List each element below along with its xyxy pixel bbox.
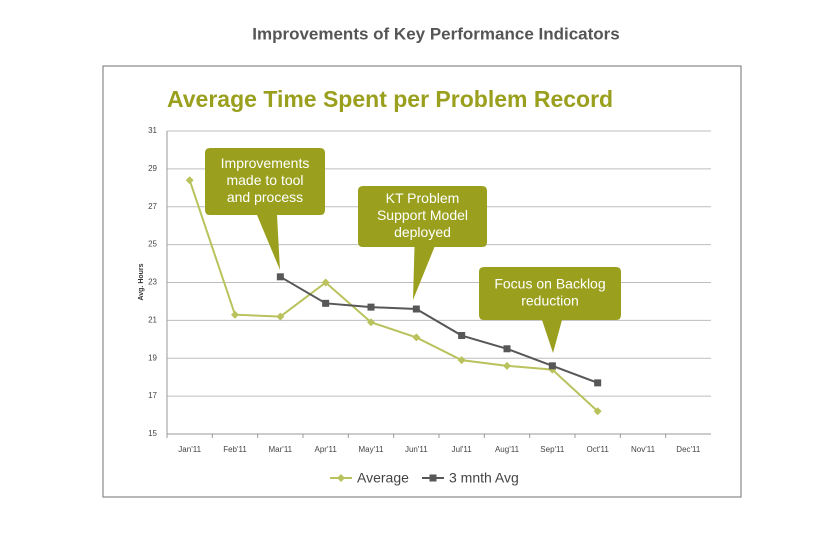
y-tick-label: 25 — [148, 240, 157, 249]
data-point — [503, 345, 511, 353]
data-point — [231, 310, 239, 319]
data-point — [593, 407, 602, 416]
data-point — [367, 303, 375, 311]
data-point — [321, 278, 330, 287]
callout-box — [205, 148, 325, 270]
callout-text: deployed — [394, 224, 451, 240]
callout-text: Focus on Backlog — [494, 276, 605, 292]
y-tick-label: 15 — [148, 429, 157, 438]
callout-box — [479, 267, 621, 353]
x-tick-label: Jun'11 — [405, 445, 428, 454]
data-point — [185, 176, 194, 185]
callout-box — [358, 186, 487, 300]
callout-text: Improvements — [221, 155, 310, 171]
x-tick-label: Apr'11 — [315, 445, 338, 454]
chart-title: Average Time Spent per Problem Record — [167, 86, 613, 112]
callout-text: and process — [227, 189, 303, 205]
callout-text: KT Problem — [386, 190, 460, 206]
y-tick-label: 17 — [148, 391, 157, 400]
legend-label: 3 mnth Avg — [449, 470, 519, 486]
data-point — [276, 273, 284, 281]
x-tick-label: Aug'11 — [495, 445, 520, 454]
x-tick-label: May'11 — [359, 445, 384, 454]
chart-frame — [102, 65, 742, 498]
series-line — [279, 275, 599, 384]
data-point — [322, 299, 330, 307]
data-point — [458, 332, 466, 340]
x-tick-label: Dec'11 — [676, 445, 701, 454]
x-tick-label: Jul'11 — [452, 445, 473, 454]
callout-text: Support Model — [377, 207, 468, 223]
x-tick-label: Oct'11 — [587, 445, 610, 454]
x-tick-label: Sep'11 — [540, 445, 565, 454]
data-point — [412, 305, 420, 313]
legend-label: Average — [357, 470, 409, 486]
x-tick-label: Nov'11 — [631, 445, 656, 454]
data-point — [412, 333, 421, 342]
y-tick-label: 19 — [148, 353, 157, 362]
x-tick-label: Feb'11 — [223, 445, 247, 454]
data-point — [457, 356, 466, 365]
data-point — [594, 379, 602, 387]
y-axis-label: Avg. Hours — [138, 263, 145, 300]
y-tick-label: 29 — [148, 164, 157, 173]
y-tick-label: 31 — [148, 126, 157, 135]
data-point — [548, 362, 556, 370]
x-tick-label: Mar'11 — [269, 445, 293, 454]
data-point — [276, 312, 285, 321]
callout-text: reduction — [521, 293, 579, 309]
data-point — [367, 318, 375, 327]
data-point — [503, 361, 511, 370]
x-tick-label: Jan'11 — [178, 445, 201, 454]
y-tick-label: 21 — [148, 315, 157, 324]
y-tick-label: 23 — [148, 278, 157, 287]
y-tick-label: 27 — [148, 202, 157, 211]
legend-marker — [337, 474, 345, 482]
page-title: Improvements of Key Performance Indicato… — [252, 24, 620, 43]
legend-marker — [429, 474, 437, 482]
series-line — [188, 179, 599, 413]
callout-text: made to tool — [226, 172, 303, 188]
